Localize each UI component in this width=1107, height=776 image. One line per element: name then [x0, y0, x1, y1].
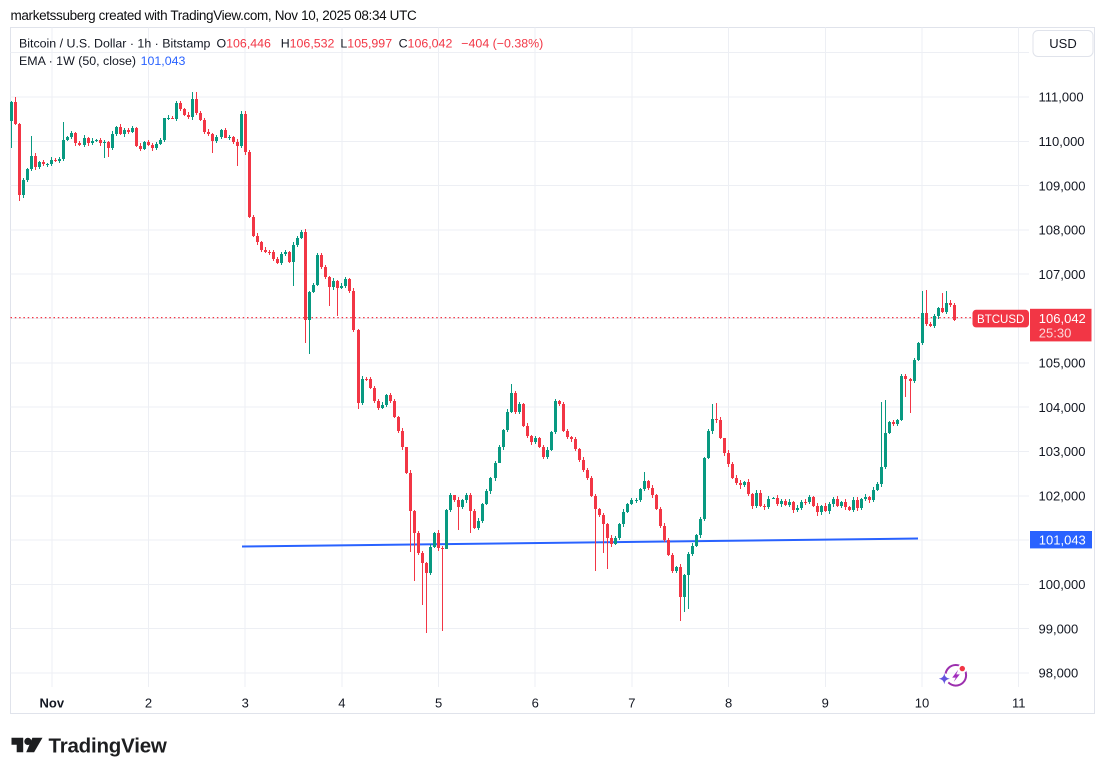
- svg-text:99,000: 99,000: [1039, 621, 1079, 636]
- svg-text:9: 9: [822, 695, 829, 710]
- svg-text:107,000: 107,000: [1039, 267, 1086, 282]
- svg-text:11: 11: [1012, 695, 1026, 710]
- svg-text:10: 10: [915, 695, 929, 710]
- svg-text:108,000: 108,000: [1039, 223, 1086, 238]
- svg-text:104,000: 104,000: [1039, 400, 1086, 415]
- svg-text:106,042: 106,042: [1039, 311, 1086, 326]
- svg-text:USD: USD: [1049, 36, 1076, 51]
- svg-text:H106,532: H106,532: [281, 37, 335, 51]
- svg-text:3: 3: [242, 695, 249, 710]
- svg-text:EMA · 1W (50, close): EMA · 1W (50, close): [19, 54, 136, 68]
- svg-text:5: 5: [435, 695, 442, 710]
- svg-text:98,000: 98,000: [1039, 666, 1079, 681]
- svg-text:109,000: 109,000: [1039, 178, 1086, 193]
- svg-text:TradingView: TradingView: [49, 734, 167, 757]
- svg-text:C106,042: C106,042: [399, 37, 453, 51]
- svg-text:101,043: 101,043: [141, 54, 186, 68]
- svg-text:−404 (−0.38%): −404 (−0.38%): [461, 37, 543, 51]
- svg-text:6: 6: [532, 695, 539, 710]
- svg-text:103,000: 103,000: [1039, 444, 1086, 459]
- svg-text:111,000: 111,000: [1039, 90, 1084, 105]
- svg-text:100,000: 100,000: [1039, 577, 1086, 592]
- svg-text:2: 2: [145, 695, 152, 710]
- svg-text:110,000: 110,000: [1039, 134, 1085, 149]
- svg-text:101,043: 101,043: [1039, 533, 1086, 548]
- svg-text:102,000: 102,000: [1039, 489, 1086, 504]
- svg-text:BTCUSD: BTCUSD: [977, 314, 1024, 326]
- svg-text:4: 4: [338, 695, 345, 710]
- svg-text:8: 8: [725, 695, 732, 710]
- svg-text:Bitcoin / U.S. Dollar · 1h · B: Bitcoin / U.S. Dollar · 1h · Bitstamp: [19, 37, 211, 51]
- svg-text:105,000: 105,000: [1039, 356, 1086, 371]
- svg-text:7: 7: [628, 695, 635, 710]
- svg-text:L105,997: L105,997: [340, 37, 392, 51]
- svg-text:Nov: Nov: [40, 695, 65, 710]
- svg-text:25:30: 25:30: [1039, 326, 1072, 341]
- svg-text:O106,446: O106,446: [217, 37, 272, 51]
